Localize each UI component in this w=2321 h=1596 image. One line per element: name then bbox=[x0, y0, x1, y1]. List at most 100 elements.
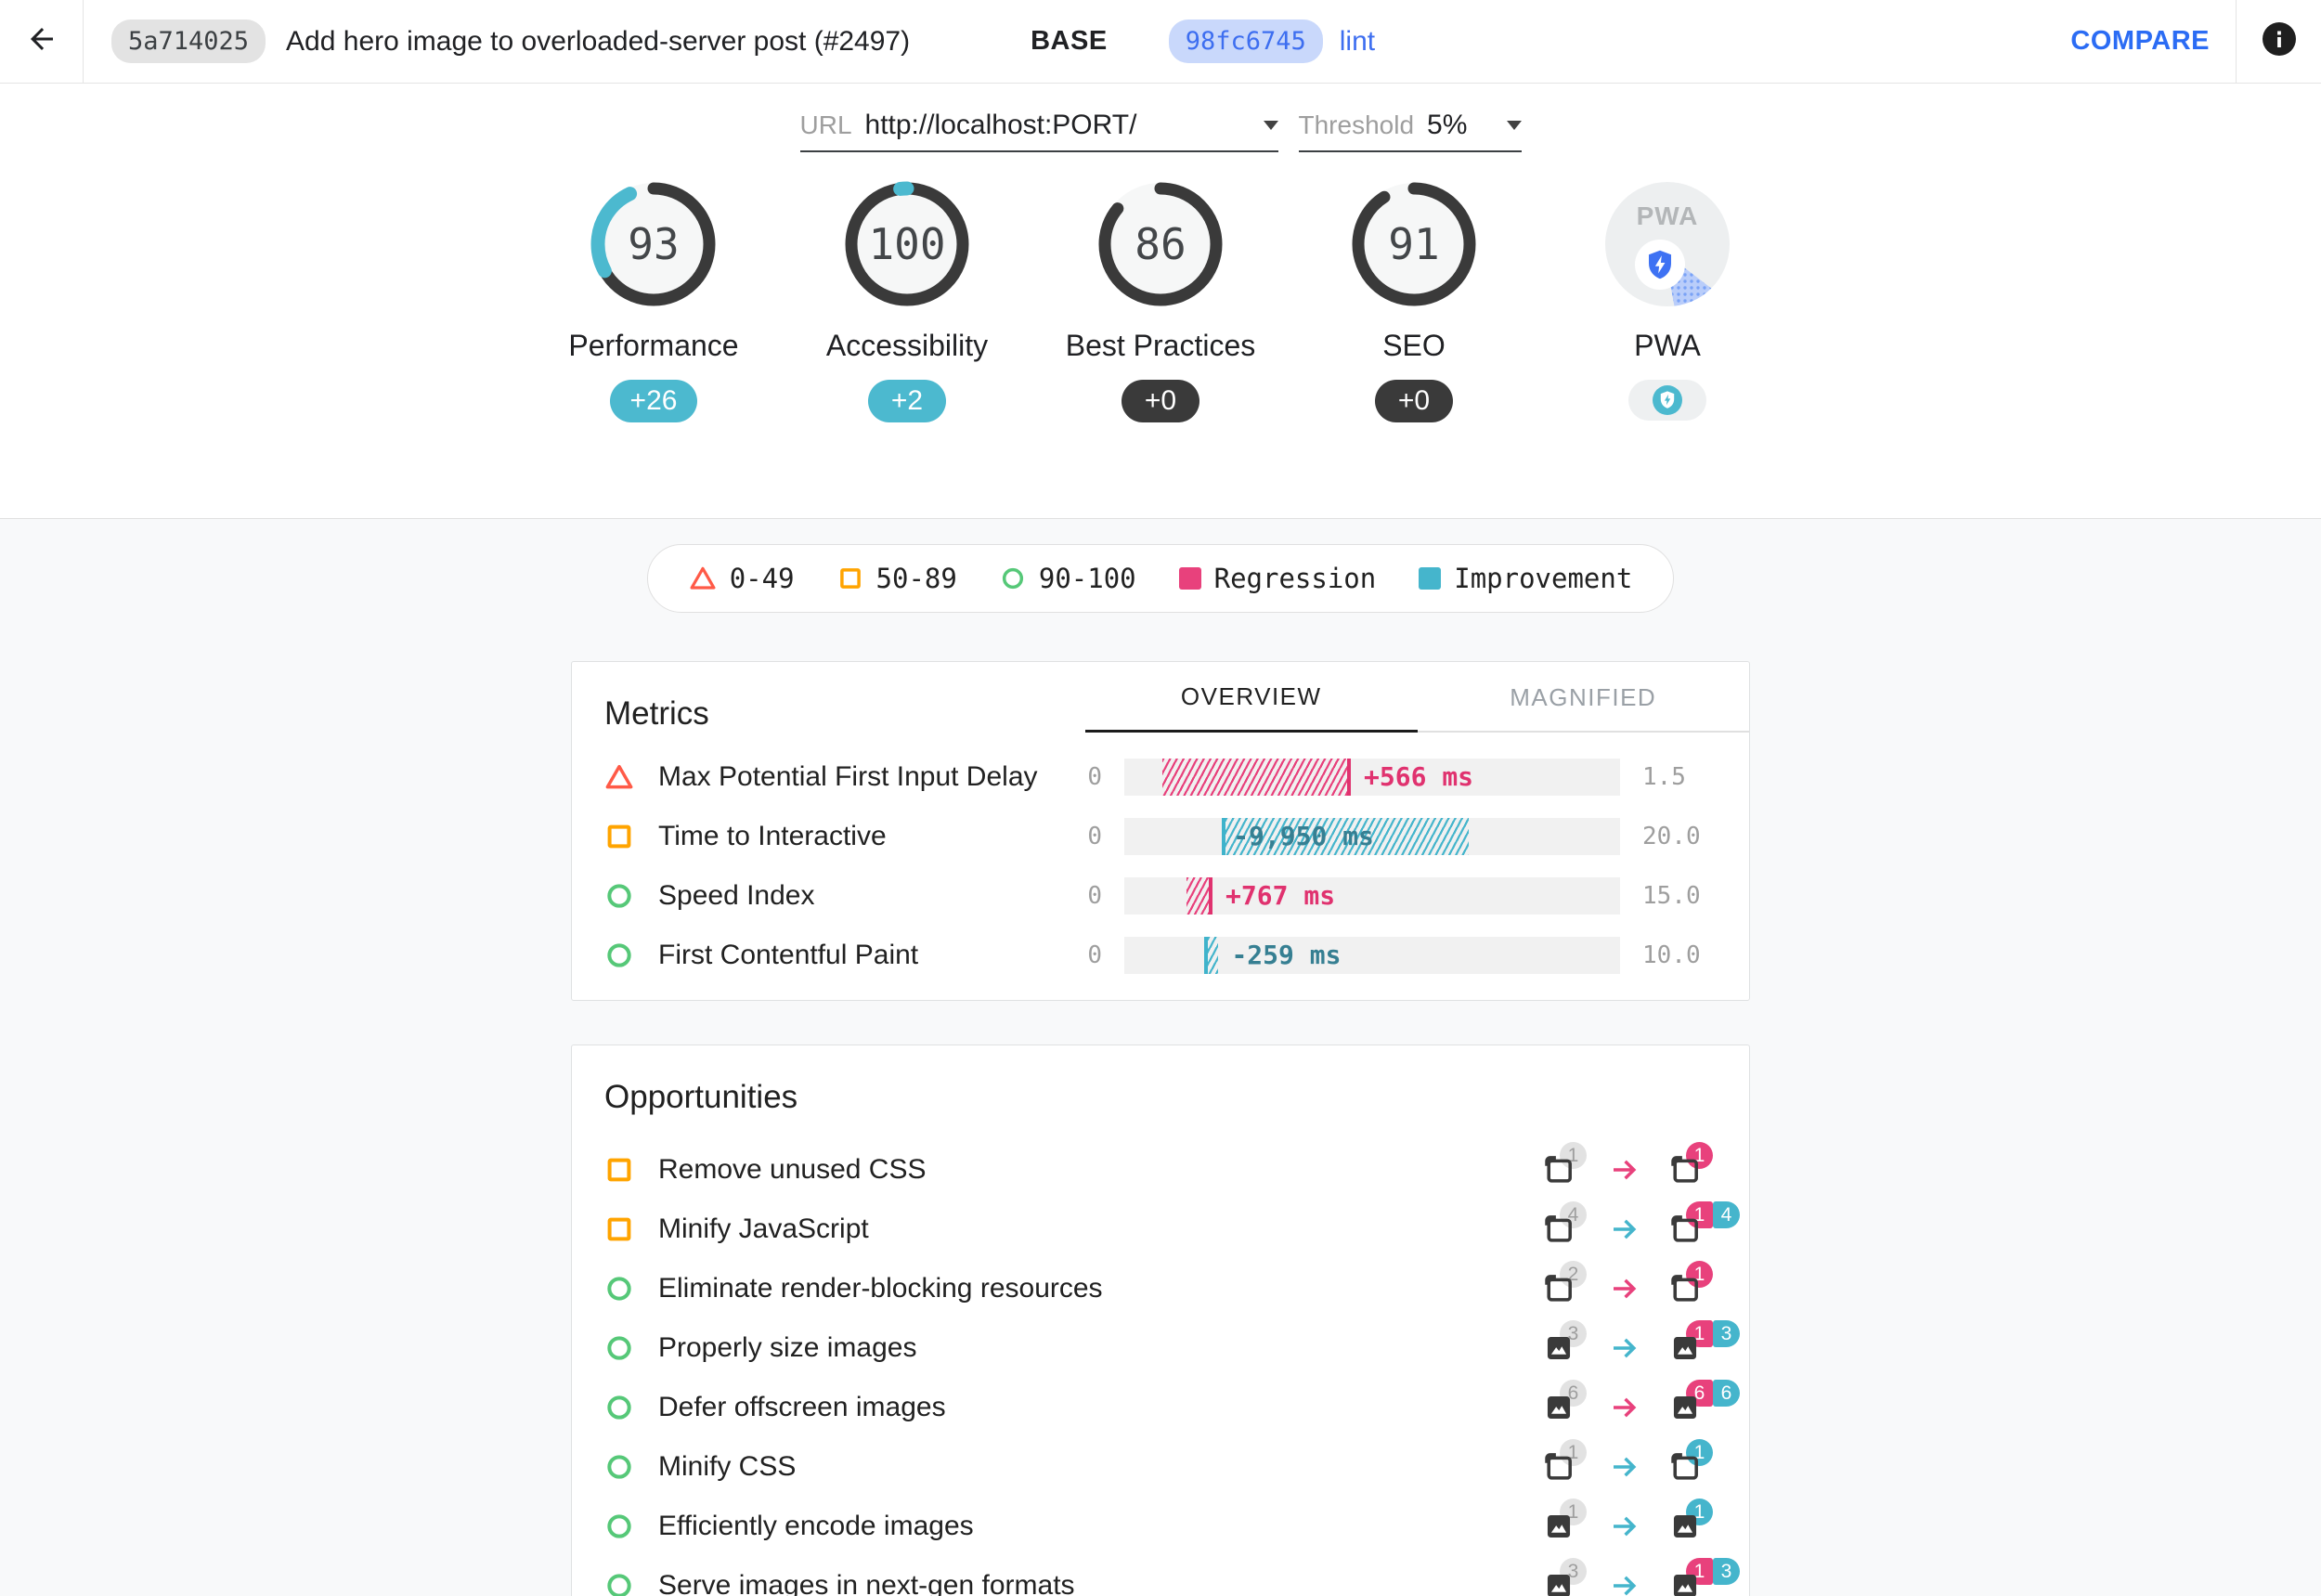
image-resource-icon bbox=[1547, 1336, 1571, 1360]
base-count-badge: 2 bbox=[1560, 1261, 1587, 1288]
compare-branch-label[interactable]: lint bbox=[1339, 25, 1376, 57]
compare-commit-hash-badge[interactable]: 98fc6745 bbox=[1168, 19, 1323, 63]
arrow-right-icon bbox=[1614, 1278, 1637, 1299]
opportunity-row[interactable]: Efficiently encode images 1 1 bbox=[604, 1497, 1713, 1556]
fail-triangle-icon bbox=[605, 764, 633, 789]
metric-delta-bar bbox=[1162, 759, 1352, 796]
image-resource-icon bbox=[1547, 1514, 1571, 1538]
score-gauge-performance: 93 Performance +26 bbox=[527, 175, 781, 422]
gauge-score-value: 93 bbox=[628, 219, 679, 269]
legend-swatch bbox=[1419, 567, 1442, 590]
opportunity-row[interactable]: Serve images in next-gen formats 3 1 3 bbox=[604, 1556, 1740, 1596]
metric-delta-bar bbox=[1186, 877, 1213, 915]
base-label: BASE bbox=[1031, 26, 1108, 56]
legend-label: 0-49 bbox=[729, 563, 795, 594]
average-square-icon bbox=[607, 1217, 631, 1241]
legend-item: Regression bbox=[1178, 563, 1377, 594]
metrics-tabs: OVERVIEW MAGNIFIED bbox=[1085, 662, 1749, 733]
opportunity-row[interactable]: Minify JavaScript 4 1 4 bbox=[604, 1200, 1740, 1259]
gauge-score-value: 100 bbox=[868, 219, 945, 269]
score-gauges-row: 93 Performance +26 100 Accessibility +2 86 Best… bbox=[0, 175, 2321, 422]
metric-row[interactable]: Speed Index 0 +767 ms 15.0 bbox=[604, 866, 1717, 926]
url-select[interactable]: URL http://localhost:PORT/ bbox=[799, 110, 1278, 152]
opportunity-row[interactable]: Eliminate render-blocking resources 2 1 bbox=[604, 1259, 1713, 1318]
score-delta-badge: +26 bbox=[609, 380, 698, 422]
legend-label: Regression bbox=[1213, 563, 1377, 594]
tab-magnified[interactable]: MAGNIFIED bbox=[1417, 662, 1749, 733]
page-resource-icon bbox=[1545, 1275, 1572, 1302]
opportunity-row[interactable]: Properly size images 3 1 3 bbox=[604, 1318, 1740, 1378]
gauge-ring: 91 bbox=[1352, 182, 1476, 306]
opportunity-row[interactable]: Remove unused CSS 1 1 bbox=[604, 1140, 1713, 1200]
metric-axis-max: 1.5 bbox=[1642, 763, 1686, 791]
metric-delta-value: +767 ms bbox=[1225, 880, 1336, 911]
metric-delta-value: -259 ms bbox=[1231, 940, 1342, 970]
opportunity-label: Minify CSS bbox=[658, 1451, 797, 1482]
arrow-right-icon bbox=[1614, 1576, 1637, 1596]
metric-label: Speed Index bbox=[658, 880, 815, 911]
pwa-gauge-graphic: PWA bbox=[1605, 182, 1730, 306]
opportunity-row[interactable]: Defer offscreen images 6 6 6 bbox=[604, 1378, 1740, 1437]
pwa-shield-icon bbox=[1653, 385, 1682, 415]
pass-circle-icon bbox=[607, 1455, 631, 1479]
metric-delta-bar bbox=[1203, 937, 1219, 974]
score-category-label: Accessibility bbox=[825, 329, 989, 362]
arrow-right-icon bbox=[1614, 1219, 1637, 1239]
chevron-down-icon bbox=[1506, 121, 1522, 130]
base-resource: 3 bbox=[1543, 1320, 1587, 1364]
base-resource: 1 bbox=[1543, 1499, 1587, 1542]
info-icon bbox=[2262, 21, 2297, 61]
base-commit-hash-badge[interactable]: 5a714025 bbox=[111, 19, 266, 63]
metric-delta-bar-track: +767 ms bbox=[1124, 877, 1620, 915]
pwa-delta-badge bbox=[1628, 380, 1706, 421]
page-resource-icon bbox=[1545, 1156, 1572, 1183]
threshold-select-label: Threshold bbox=[1298, 110, 1415, 139]
opportunity-row[interactable]: Minify CSS 1 1 bbox=[604, 1437, 1713, 1497]
score-delta-badge: +2 bbox=[868, 380, 946, 422]
base-resource: 3 bbox=[1543, 1558, 1587, 1596]
score-category-label: PWA bbox=[1634, 329, 1701, 362]
pass-circle-icon bbox=[607, 884, 631, 908]
base-resource: 4 bbox=[1543, 1201, 1587, 1245]
fail-triangle-icon bbox=[690, 566, 716, 590]
arrow-back-icon bbox=[25, 22, 58, 60]
compare-count-badge: 4 bbox=[1713, 1201, 1740, 1228]
opportunity-label: Remove unused CSS bbox=[658, 1154, 927, 1185]
score-legend: 0-49 50-89 90-100 Regression Improvement bbox=[646, 544, 1675, 613]
back-button[interactable] bbox=[0, 0, 84, 83]
compare-button[interactable]: COMPARE bbox=[2070, 26, 2210, 56]
base-resource: 2 bbox=[1543, 1261, 1587, 1304]
threshold-select-value: 5% bbox=[1427, 110, 1468, 140]
metric-row[interactable]: Max Potential First Input Delay 0 +566 ms 1… bbox=[604, 747, 1717, 807]
image-resource-icon bbox=[1673, 1574, 1697, 1596]
gauge-score-value: 86 bbox=[1135, 219, 1186, 269]
metric-label: Time to Interactive bbox=[658, 821, 887, 851]
report-body: 0-49 50-89 90-100 Regression Improvement Met… bbox=[0, 518, 2321, 1596]
page-resource-icon bbox=[1671, 1453, 1698, 1480]
build-title: Add hero image to overloaded-server post… bbox=[286, 25, 911, 57]
metric-row[interactable]: First Contentful Paint 0 -259 ms 10.0 bbox=[604, 926, 1717, 985]
info-button[interactable] bbox=[2236, 0, 2321, 83]
compare-resource: 1 bbox=[1669, 1439, 1713, 1483]
metrics-card: Metrics OVERVIEW MAGNIFIED Max Potential… bbox=[571, 661, 1750, 1001]
metric-row[interactable]: Time to Interactive 0 -9,950 ms 20.0 bbox=[604, 807, 1717, 866]
base-resource: 6 bbox=[1543, 1380, 1587, 1423]
pwa-logo-text: PWA bbox=[1637, 201, 1699, 230]
threshold-select[interactable]: Threshold 5% bbox=[1298, 110, 1522, 152]
header: 5a714025 Add hero image to overloaded-se… bbox=[0, 0, 2321, 84]
page-resource-icon bbox=[1545, 1215, 1572, 1242]
average-square-icon bbox=[607, 1158, 631, 1182]
score-gauge-pwa: PWA PWA bbox=[1541, 175, 1795, 422]
compare-count-badge: 1 bbox=[1686, 1201, 1713, 1228]
tab-overview[interactable]: OVERVIEW bbox=[1085, 662, 1418, 733]
pass-circle-icon bbox=[607, 1277, 631, 1301]
base-resource: 1 bbox=[1543, 1142, 1587, 1186]
compare-resource: 1 bbox=[1669, 1499, 1713, 1542]
compare-count-badge: 1 bbox=[1686, 1320, 1713, 1347]
metric-axis-min: 0 bbox=[1087, 882, 1102, 910]
compare-count-badge: 1 bbox=[1686, 1261, 1713, 1288]
pass-circle-icon bbox=[607, 1336, 631, 1360]
